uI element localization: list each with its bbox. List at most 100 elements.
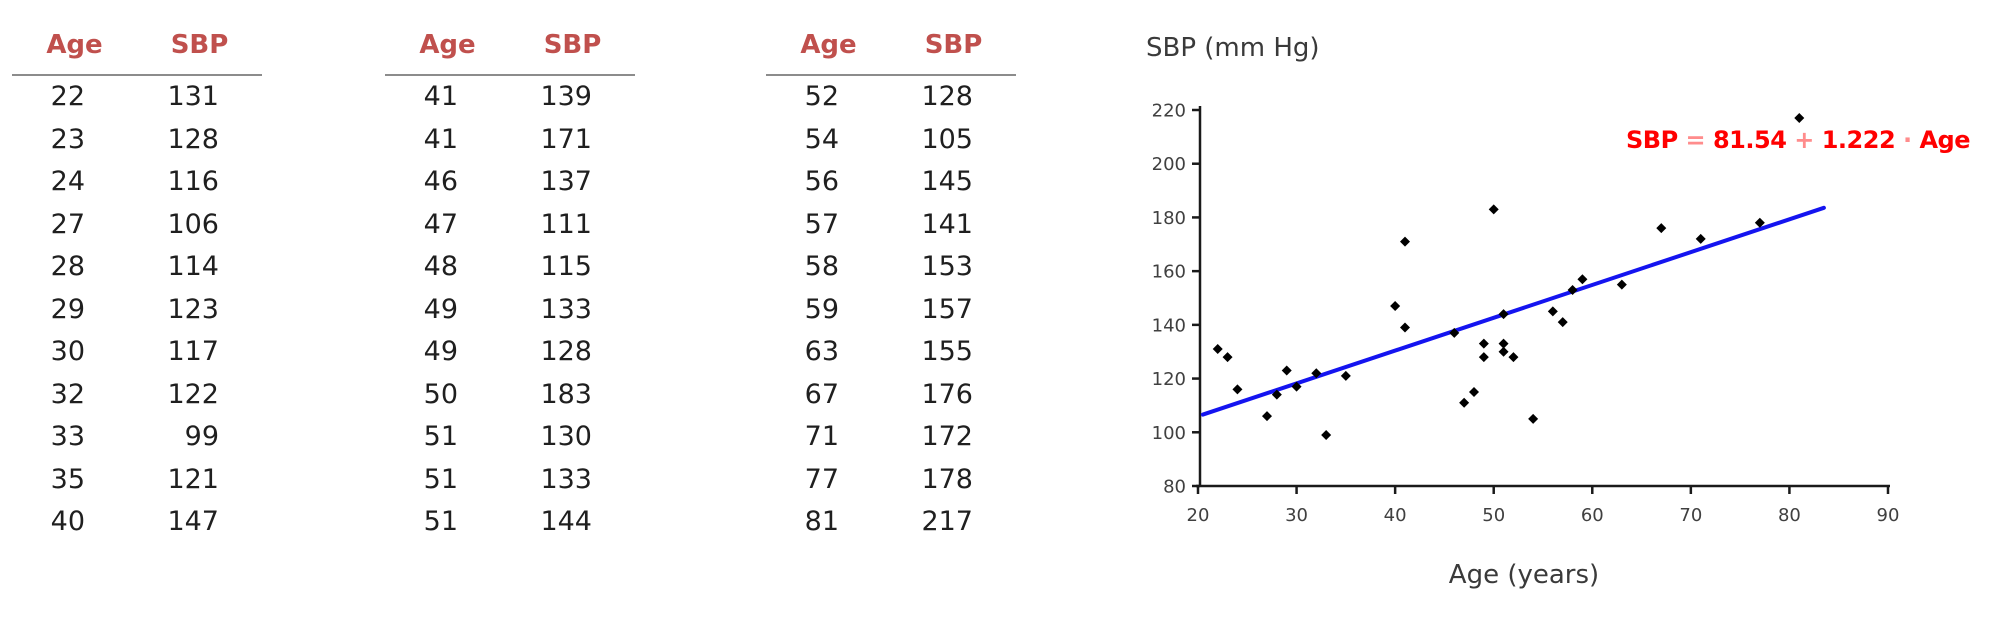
equation-op: + [1786,126,1822,154]
scatter-point [1399,322,1410,333]
scatter-point [1232,384,1243,395]
sbp-cell: 147 [167,506,219,537]
sbp-cell: 157 [921,293,973,325]
sbp-cell: 122 [167,378,219,410]
scatter-point [1754,217,1765,228]
age-cell: 63 [804,336,839,367]
sbp-cell: 99 [184,421,219,452]
sbp-cell: 183 [540,378,592,410]
table-row: 77 178 [766,459,1016,502]
table-row: 71 172 [766,416,1016,459]
table-row: 29 123 [12,289,262,332]
col-header-age: Age [766,20,891,76]
age-cell: 52 [804,81,839,112]
sbp-cell: 116 [167,166,219,197]
table-header-row: Age SBP [385,20,635,76]
scatter-point [1616,279,1627,290]
table-row: 63 155 [766,331,1016,374]
col-header-age: Age [12,20,137,76]
scatter-point [1498,338,1509,349]
age-cell: 51 [423,421,458,452]
x-tick-label: 60 [1581,505,1604,526]
age-cell: 48 [423,251,458,282]
table-row: 32 122 [12,374,262,417]
sbp-cell: 131 [167,81,219,112]
age-sbp-table-1: Age SBP 22 131 23 128 24 116 27 106 28 114 29 123 30 11… [12,20,262,544]
sbp-cell: 106 [167,208,219,240]
table-row: 57 141 [766,204,1016,247]
x-tick-label: 20 [1187,505,1210,526]
equation-term: Age [1919,126,1971,154]
age-cell: 67 [804,378,839,410]
sbp-cell: 123 [167,293,219,325]
y-tick-label: 160 [1152,262,1186,283]
age-cell: 35 [50,463,85,495]
table-row: 41 171 [385,119,635,162]
scatter-point [1498,309,1509,320]
sbp-cell: 153 [921,251,973,282]
table-row: 24 116 [12,161,262,204]
table-row: 48 115 [385,246,635,289]
table-row: 51 133 [385,459,635,502]
table-row: 27 106 [12,204,262,247]
table-row: 59 157 [766,289,1016,332]
sbp-cell: 105 [921,123,973,155]
sbp-cell: 115 [540,251,592,282]
sbp-cell: 133 [540,293,592,325]
equation-op: · [1895,126,1920,154]
table-row: 47 111 [385,204,635,247]
scatter-point [1695,233,1706,244]
table-row: 46 137 [385,161,635,204]
scatter-point [1212,344,1223,355]
age-cell: 29 [50,293,85,325]
age-cell: 22 [50,81,85,112]
age-cell: 27 [50,208,85,240]
age-cell: 41 [423,81,458,112]
sbp-cell: 137 [540,166,592,197]
age-cell: 50 [423,378,458,410]
table-row: 56 145 [766,161,1016,204]
age-cell: 41 [423,123,458,155]
sbp-cell: 128 [167,123,219,155]
scatter-point [1390,301,1401,312]
equation-term: SBP [1625,126,1678,154]
scatter-point [1340,370,1351,381]
table-row: 23 128 [12,119,262,162]
scatter-point [1281,365,1292,376]
age-cell: 54 [804,123,839,155]
age-cell: 46 [423,166,458,197]
col-header-sbp: SBP [137,20,262,76]
table-row: 51 130 [385,416,635,459]
age-cell: 40 [50,506,85,537]
age-cell: 71 [804,421,839,452]
age-sbp-table-3: Age SBP 52 128 54 105 56 145 57 141 58 153 59 157 63 15… [766,20,1016,544]
table-row: 41 139 [385,75,635,119]
table-header-row: Age SBP [12,20,262,76]
sbp-cell: 155 [921,336,973,367]
sbp-cell: 139 [540,81,592,112]
scatter-point [1459,397,1470,408]
x-tick-label: 40 [1384,505,1407,526]
age-cell: 28 [50,251,85,282]
age-cell: 33 [50,421,85,452]
scatter-point [1656,223,1667,234]
sbp-cell: 128 [540,336,592,367]
sbp-cell: 172 [921,421,973,452]
equation-term: 81.54 [1712,126,1787,154]
age-cell: 77 [804,463,839,495]
scatter-point [1271,389,1282,400]
y-tick-label: 100 [1152,423,1186,444]
table-row: 49 128 [385,331,635,374]
x-tick-label: 50 [1482,505,1505,526]
chart-y-axis-title: SBP (mm Hg) [1146,33,1320,63]
x-tick-label: 30 [1285,505,1308,526]
table-row: 50 183 [385,374,635,417]
age-cell: 81 [804,506,839,537]
age-cell: 47 [423,208,458,240]
sbp-cell: 171 [540,123,592,155]
age-cell: 59 [804,293,839,325]
scatter-point [1399,236,1410,247]
scatter-chart-region: 80 100 120 140 160 180 200 220 20 30 40 50 60 70 80 90 … [1100,0,2000,617]
sbp-cell: 141 [921,208,973,240]
table-row: 58 153 [766,246,1016,289]
